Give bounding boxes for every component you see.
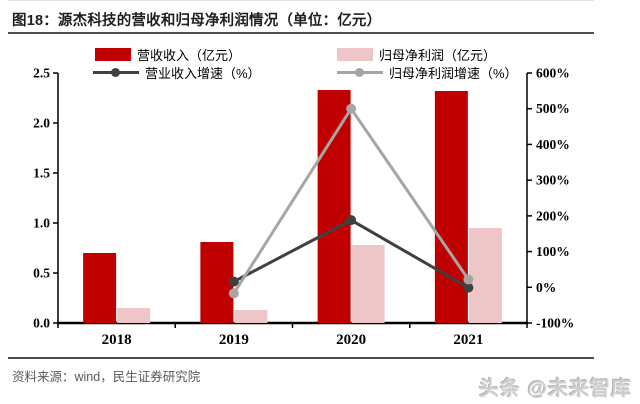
bar-revenue-2020 [317,90,351,323]
x-axis-category-label: 2021 [453,332,483,348]
line-net-profit-growth [232,105,470,295]
right-axis-tick-label: 300% [536,173,570,188]
chart-canvas: 0.0 0.5 1.0 1.5 2.0 2.5 -100% 0% 100% 200% 300% 400… [33,66,574,349]
x-axis-category-label: 2019 [219,332,249,348]
right-axis-tick-label: 0% [536,280,556,295]
bar-revenue-2021 [434,91,468,323]
source-note: 资料来源：wind，民生证券研究院 [12,370,201,384]
legend-label-revenue-growth: 营业收入增速（%） [145,65,261,81]
left-axis-tick-label: 2.0 [33,116,50,131]
right-axis-tick-label: 100% [536,244,570,259]
legend-item-revenue-growth: 营业收入增速（%） [93,64,261,81]
bar-revenue-2019 [200,242,234,323]
bottom-divider [8,357,594,359]
marker-revenue-growth-2021 [463,282,474,293]
x-axis-category-label: 2020 [336,332,366,348]
x-axis-category-label: 2018 [102,332,132,348]
net-profit-bar-swatch [337,47,373,61]
title-underline [8,32,594,34]
legend-item-net-profit-growth: 归母净利润增速（%） [337,64,518,81]
figure-title: 图18：源杰科技的营收和归母净利润情况（单位：亿元） [12,13,382,29]
left-axis-tick-label: 1.5 [33,166,50,181]
revenue-growth-line-swatch [93,65,139,79]
watermark: 头条 @未来智库 [478,378,632,400]
left-axis-tick-label: 1.0 [33,216,50,231]
top-divider [8,0,594,1]
marker-revenue-growth-2019 [228,276,239,287]
bar-net-profit-2021 [468,228,502,323]
bar-revenue-2018 [83,253,117,323]
left-axis-tick-label: 2.5 [33,66,50,81]
legend-label-net-profit: 归母净利润（亿元） [379,47,497,63]
net-profit-growth-line-swatch [337,65,383,79]
marker-net-profit-growth-2019 [228,288,239,299]
left-axis-tick-label: 0.0 [33,316,50,331]
left-axis-tick-label: 0.5 [33,266,50,281]
right-axis-tick-label: 200% [536,208,570,223]
legend-label-revenue: 营收收入（亿元） [137,47,242,63]
bar-net-profit-2018 [117,308,151,323]
marker-net-profit-growth-2020 [346,103,357,114]
marker-net-profit-growth-2021 [463,274,474,285]
legend-item-net-profit: 归母净利润（亿元） [337,46,497,63]
bar-net-profit-2020 [351,245,385,323]
revenue-bar-swatch [95,47,131,61]
right-axis-tick-label: 500% [536,101,570,116]
right-axis-tick-label: -100% [536,316,574,331]
right-axis-tick-label: 400% [536,137,570,152]
legend-item-revenue: 营收收入（亿元） [95,46,242,63]
bar-net-profit-2019 [234,310,268,323]
legend-label-net-profit-growth: 归母净利润增速（%） [389,65,518,81]
marker-revenue-growth-2020 [346,215,357,226]
right-axis-tick-label: 600% [536,66,570,81]
